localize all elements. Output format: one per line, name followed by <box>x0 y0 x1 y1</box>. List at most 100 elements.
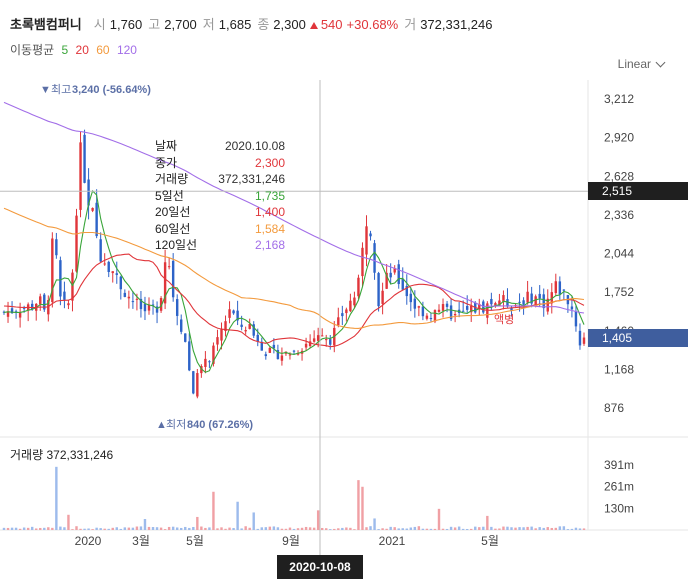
close-label: 종 <box>257 17 270 32</box>
volume-bar <box>490 526 493 530</box>
candle-body <box>83 134 86 183</box>
candle-body <box>228 309 231 318</box>
ma-60[interactable]: 60 <box>96 43 110 57</box>
candle-body <box>542 294 545 309</box>
volume-tick-label: 130m <box>604 501 634 515</box>
volume-tick-label: 261m <box>604 480 634 494</box>
volume-label: 거 <box>404 17 417 32</box>
candle-body <box>582 337 586 344</box>
candle-body <box>393 268 396 273</box>
volume-bar <box>83 528 86 530</box>
volume-bar <box>570 528 574 530</box>
volume-bar <box>35 528 38 530</box>
candle-body <box>99 239 102 262</box>
volume-bar <box>393 527 396 530</box>
tooltip-value: 1,735 <box>254 188 285 203</box>
volume-bar <box>457 526 461 530</box>
volume-bar <box>75 526 78 530</box>
volume-bar <box>151 527 155 530</box>
volume-bar <box>115 527 118 530</box>
candle-body <box>127 296 131 299</box>
x-tick-label: 5월 <box>481 534 499 548</box>
volume-bar <box>345 527 348 530</box>
candle-body <box>365 226 368 255</box>
volume-bar <box>67 514 70 530</box>
volume-bar <box>204 527 207 530</box>
volume-bar <box>574 527 578 530</box>
candle-body <box>43 294 46 310</box>
candle-body <box>268 347 272 353</box>
volume-bar <box>103 528 106 530</box>
candle-body <box>550 292 553 304</box>
candle-body <box>345 309 348 314</box>
volume-bar <box>546 527 549 530</box>
y-tick-label: 3,212 <box>604 92 634 106</box>
candle-body <box>51 238 54 303</box>
volume-bar <box>220 527 223 530</box>
volume-bar <box>429 528 433 530</box>
volume-bar <box>292 528 296 530</box>
volume-bar <box>22 527 26 530</box>
volume-bar <box>224 528 227 530</box>
volume-bar <box>373 518 376 530</box>
candle-body <box>264 354 268 357</box>
low-annotation-marker: ▲ <box>156 419 167 431</box>
chart-note: 액병 <box>494 313 514 326</box>
candle-body <box>510 307 513 311</box>
candle-body <box>180 319 183 332</box>
tooltip-value: 2,168 <box>254 238 285 252</box>
candle-body <box>87 179 90 206</box>
volume-bar <box>119 528 123 530</box>
volume-bar <box>554 527 558 530</box>
ma-120[interactable]: 120 <box>116 43 137 57</box>
candle-body <box>91 207 94 211</box>
ma-20[interactable]: 20 <box>75 43 89 57</box>
candle-body <box>377 273 380 307</box>
volume-bar <box>381 528 384 530</box>
candle-body <box>196 373 199 397</box>
volume-bar <box>304 526 308 530</box>
candle-body <box>329 339 332 345</box>
candle-body <box>518 301 521 303</box>
volume-bar <box>582 528 586 530</box>
candle-body <box>151 304 155 306</box>
change-percent: +30.68% <box>346 17 399 32</box>
candle-body <box>163 262 167 304</box>
scale-selector[interactable]: Linear <box>618 57 666 71</box>
candle-body <box>461 310 465 312</box>
volume-bar <box>526 526 529 530</box>
volume-bar <box>236 501 239 530</box>
volume-bar <box>216 528 219 530</box>
candle-body <box>276 350 280 360</box>
volume-bar <box>268 526 272 530</box>
volume-bar <box>10 527 14 530</box>
volume-bar <box>514 527 517 530</box>
candle-body <box>437 309 441 312</box>
volume-bar <box>341 527 344 530</box>
volume-bar <box>63 527 66 530</box>
volume-bar <box>280 528 284 530</box>
candle-body <box>578 330 582 346</box>
high-annotation-marker: ▼ <box>40 84 51 96</box>
ma120-line <box>3 101 585 314</box>
ma-5[interactable]: 5 <box>61 43 69 57</box>
candle-body <box>131 301 135 303</box>
volume-bar <box>147 526 151 530</box>
tooltip-value: 2,300 <box>254 155 285 170</box>
candle-body <box>188 341 191 371</box>
tooltip-value: 1,584 <box>254 221 285 236</box>
volume-bar <box>228 527 231 530</box>
volume-bar <box>188 527 191 530</box>
candle-body <box>562 289 566 291</box>
candle-body <box>79 142 82 210</box>
candle-body <box>71 272 74 301</box>
candle-body <box>107 261 110 272</box>
volume-bar <box>240 528 243 530</box>
candle-body <box>397 264 400 285</box>
y-tick-label: 2,044 <box>604 247 634 261</box>
volume-bar <box>530 526 533 530</box>
volume-bar <box>510 527 513 530</box>
volume-bar <box>542 527 545 530</box>
candle-body <box>417 306 421 308</box>
